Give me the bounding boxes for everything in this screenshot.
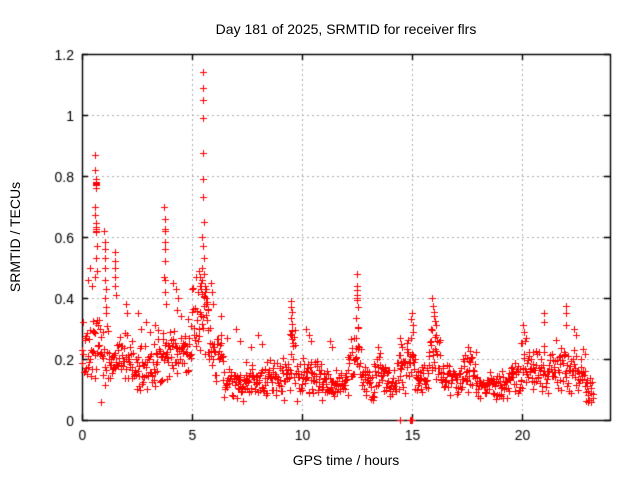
- y-axis-label: SRMTID / TECUs: [7, 181, 23, 293]
- x-axis-label: GPS time / hours: [292, 452, 400, 468]
- chart-title: Day 181 of 2025, SRMTID for receiver flr…: [215, 21, 477, 37]
